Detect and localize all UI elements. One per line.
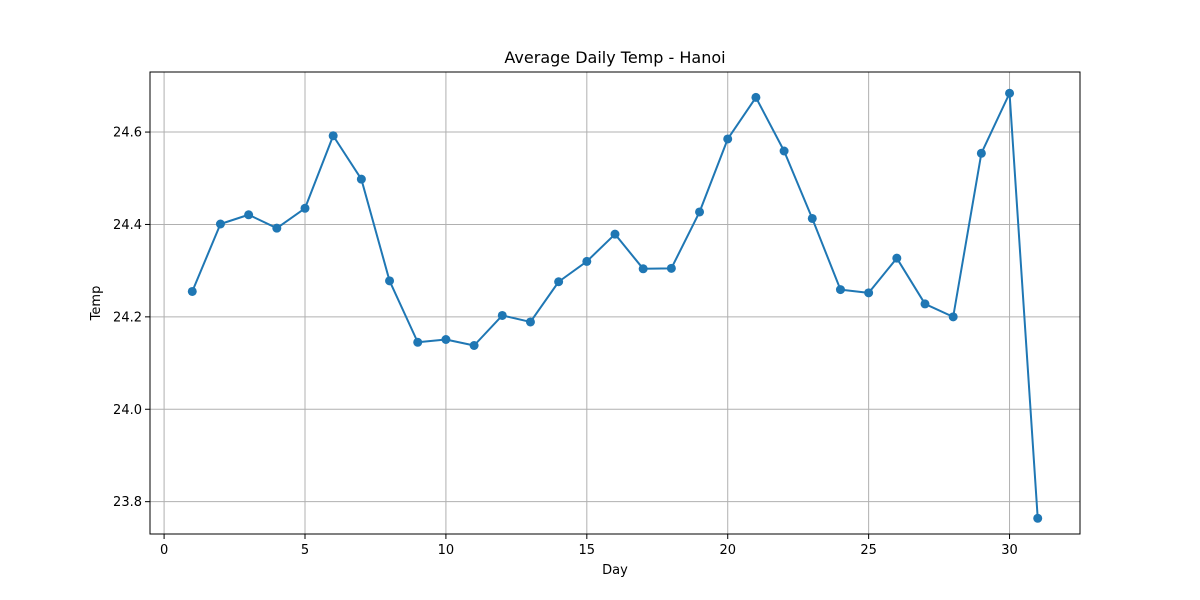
x-tick-label: 0	[160, 543, 168, 558]
data-point	[244, 210, 254, 220]
y-tick-label: 24.2	[113, 310, 142, 325]
data-point	[976, 148, 986, 158]
data-point	[638, 264, 648, 274]
data-point	[695, 207, 705, 217]
y-tick-label: 24.6	[113, 126, 142, 141]
data-point	[864, 288, 874, 298]
axis-ticks: 0 5 10 15 20 25 30 23.8 24.0 24.2 24.4 24.6	[113, 126, 1018, 558]
data-point	[751, 92, 761, 102]
data-point	[187, 286, 197, 296]
data-point	[807, 213, 817, 223]
data-point	[497, 310, 507, 320]
x-axis-label: Day	[602, 563, 628, 578]
y-tick-label: 23.8	[113, 495, 142, 510]
data-point	[779, 146, 789, 156]
data-point	[215, 219, 225, 229]
data-point	[610, 229, 620, 239]
x-tick-label: 25	[860, 543, 877, 558]
data-point	[582, 256, 592, 266]
data-point	[835, 285, 845, 295]
data-point	[469, 341, 479, 351]
data-point	[948, 312, 958, 322]
data-point	[554, 277, 564, 287]
y-tick-label: 24.4	[113, 218, 142, 233]
data-point	[1033, 513, 1043, 523]
chart-title: Average Daily Temp - Hanoi	[504, 48, 725, 67]
data-point	[892, 253, 902, 263]
x-tick-label: 5	[301, 543, 309, 558]
series	[187, 88, 1043, 523]
data-point	[525, 317, 535, 327]
x-tick-label: 10	[438, 543, 455, 558]
plot-frame	[149, 71, 1081, 535]
grid	[150, 72, 1080, 534]
data-point	[300, 203, 310, 213]
data-point	[441, 334, 451, 344]
x-tick-label: 30	[1001, 543, 1018, 558]
data-point	[723, 134, 733, 144]
data-point	[413, 337, 423, 347]
data-point	[920, 299, 930, 309]
data-point	[666, 263, 676, 273]
data-point	[1005, 88, 1015, 98]
y-tick-label: 24.0	[113, 403, 142, 418]
x-tick-label: 20	[719, 543, 736, 558]
data-point	[272, 223, 282, 233]
y-axis-label: Temp	[89, 286, 104, 322]
x-tick-label: 15	[579, 543, 596, 558]
data-point	[356, 174, 366, 184]
data-point	[328, 131, 338, 141]
data-point	[385, 276, 395, 286]
